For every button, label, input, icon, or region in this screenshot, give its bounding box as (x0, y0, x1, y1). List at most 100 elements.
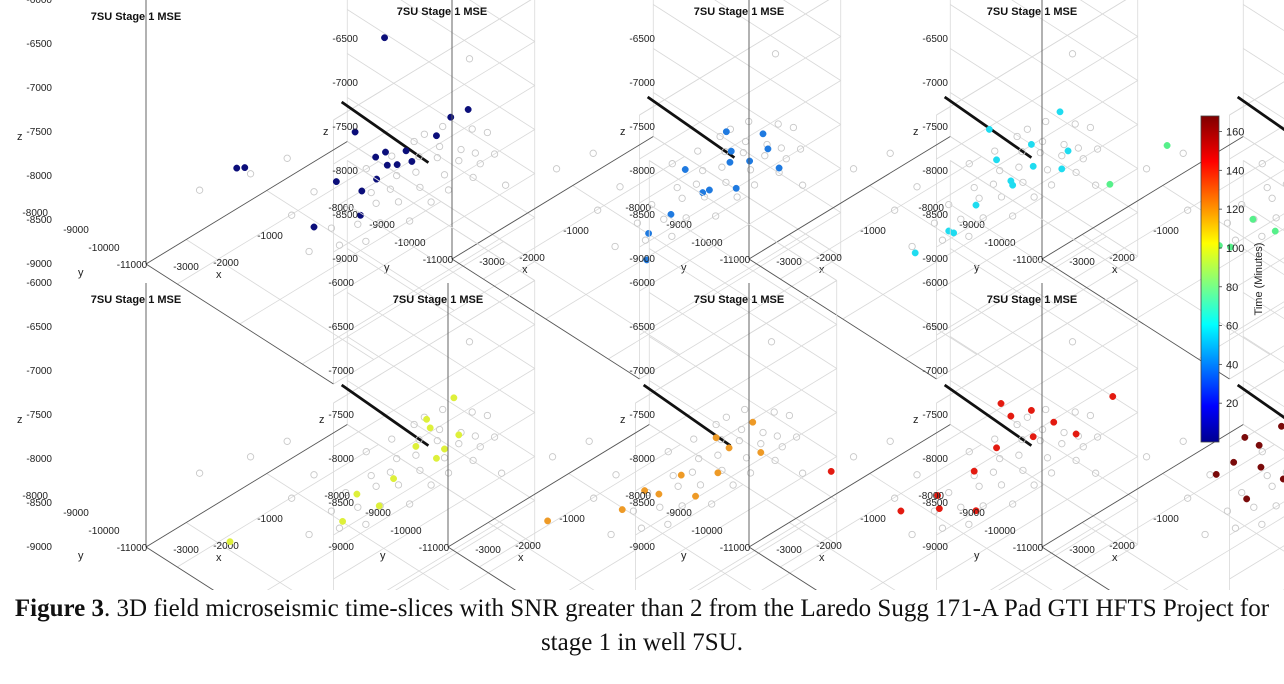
background-event-point (1036, 148, 1044, 157)
y-tick-label: -11000 (117, 260, 148, 271)
subplot-title: 7SU Stage 1 MSE (91, 294, 181, 306)
y-axis-label: y (78, 550, 84, 562)
background-event-point (388, 152, 396, 160)
background-event-point (501, 181, 510, 189)
background-event-point (376, 219, 384, 227)
grid-line (400, 0, 535, 86)
event-point (433, 454, 440, 462)
event-point (655, 490, 663, 498)
event-point (727, 147, 735, 155)
background-event-point (1071, 408, 1079, 416)
background-event-point (965, 520, 973, 529)
event-point (726, 158, 734, 166)
z-tick-label: -8500 (922, 210, 948, 221)
background-event-point (1093, 145, 1102, 153)
z-tick-label: -6000 (922, 0, 948, 1)
z-tick-label: -8000 (922, 166, 948, 177)
grid-line (936, 168, 1138, 292)
background-event-point (796, 145, 805, 153)
event-point (1271, 227, 1279, 235)
grid-line (635, 324, 837, 448)
background-event-point (890, 494, 899, 502)
background-event-point (979, 502, 987, 510)
z-axis-label: z (913, 126, 919, 138)
y-tick-label: -9000 (369, 220, 395, 231)
grid-line (333, 85, 535, 209)
event-point (455, 431, 463, 439)
event-point (827, 467, 835, 475)
event-point (1029, 433, 1037, 441)
z-tick-label: -8000 (26, 454, 52, 465)
grid-line (1229, 169, 1284, 204)
event-point (1058, 165, 1066, 173)
x-axis-line (1041, 424, 1244, 548)
z-tick-label: -7500 (629, 410, 655, 421)
background-event-point (996, 166, 1004, 175)
z-tick-label: -8000 (332, 166, 358, 177)
z-tick-label: -7000 (328, 366, 354, 377)
grid-line (936, 0, 1127, 116)
grid-line (1198, 306, 1284, 360)
background-event-point (327, 507, 336, 515)
caption-label: Figure 3 (14, 595, 105, 622)
grid-line (635, 280, 837, 404)
background-event-point (1268, 194, 1276, 202)
background-event-point (1263, 471, 1271, 480)
grid-line (998, 524, 1107, 590)
x-tick-label: -1000 (1153, 226, 1179, 237)
z-tick-label: -7500 (26, 410, 52, 421)
subplot-2: 7SU Stage 1 MSE -6000 -6500 -7000 -7500 -8000… (323, 0, 842, 380)
z-tick-label-bottom: -8000 (918, 491, 944, 502)
event-point (241, 164, 249, 172)
background-event-point (1183, 494, 1192, 502)
z-tick-label: -7500 (26, 127, 52, 138)
grid-line (1243, 204, 1284, 232)
x-tick-label: -3000 (479, 257, 505, 268)
event-point (692, 492, 699, 500)
y-axis-label: y (974, 550, 980, 562)
z-tick-label: -7000 (629, 78, 655, 89)
background-event-point (886, 437, 894, 445)
event-point (643, 256, 651, 264)
background-event-point (420, 130, 429, 138)
background-event-point (1272, 502, 1280, 510)
grid-line (653, 48, 841, 169)
background-event-point (975, 482, 983, 490)
event-point (408, 158, 416, 165)
background-event-point (737, 425, 746, 434)
background-event-point (761, 152, 769, 160)
z-tick-label: -8500 (26, 498, 52, 509)
background-event-point (945, 200, 953, 209)
background-event-point (471, 432, 479, 440)
event-point (677, 471, 685, 479)
grid-line (1162, 185, 1284, 264)
z-tick-label: -9000 (26, 259, 52, 270)
background-event-point (393, 454, 401, 463)
background-event-point (476, 443, 484, 451)
background-event-point (908, 242, 916, 251)
colorbar-tick-label: 140 (1226, 165, 1244, 177)
x-axis-label: x (1112, 264, 1118, 276)
grid-line (950, 336, 1138, 457)
background-event-point (741, 137, 750, 146)
event-point (775, 164, 783, 172)
z-tick-label-bottom: -8000 (918, 203, 944, 214)
background-event-point (1258, 232, 1266, 241)
background-event-point (1072, 168, 1080, 177)
z-tick-label: -9000 (629, 254, 655, 265)
background-event-point (497, 469, 506, 477)
event-point (749, 418, 757, 426)
background-event-point (1091, 181, 1100, 189)
background-event-point (965, 448, 973, 456)
grid-line (347, 53, 535, 174)
grid-line (936, 256, 1138, 380)
colorbar-tick-label: 80 (1226, 282, 1238, 294)
background-event-point (469, 456, 477, 465)
background-event-point (637, 524, 646, 532)
grid-line (635, 412, 837, 536)
subplot-title: 7SU Stage 1 MSE (694, 6, 784, 18)
z-tick-label: -8000 (922, 454, 948, 465)
background-event-point (1008, 500, 1017, 508)
event-point (1279, 475, 1284, 483)
z-tick-label-bottom: -8000 (324, 491, 350, 502)
